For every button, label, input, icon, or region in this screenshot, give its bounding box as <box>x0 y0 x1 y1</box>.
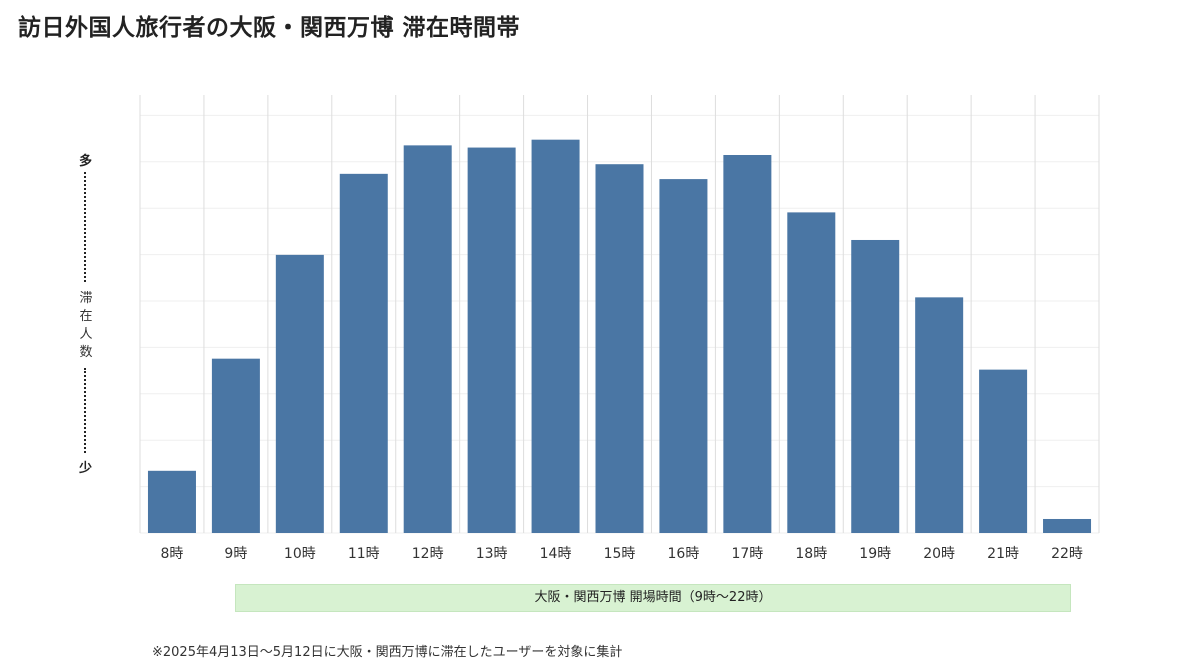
x-tick-label: 22時 <box>1051 546 1083 562</box>
bar-22時 <box>1043 518 1092 533</box>
x-tick-label: 19時 <box>859 546 892 562</box>
y-axis-dotted-line-upper <box>84 172 86 282</box>
x-tick-label: 10時 <box>283 546 316 562</box>
x-tick-label: 9時 <box>224 546 248 562</box>
bar-series <box>147 139 1092 534</box>
bar-18時 <box>787 212 836 533</box>
bar-21時 <box>979 369 1028 533</box>
bar-15時 <box>595 164 644 534</box>
bar-16時 <box>659 179 708 533</box>
y-axis-label-few: 少 <box>79 461 93 476</box>
x-tick-label: 13時 <box>475 546 508 562</box>
x-tick-label: 16時 <box>667 546 700 562</box>
y-axis-title: 滞在人数 <box>79 291 93 360</box>
x-tick-label: 21時 <box>987 546 1019 562</box>
chart-title: 訪日外国人旅行者の大阪・関西万博 滞在時間帯 <box>18 15 521 41</box>
x-tick-label: 14時 <box>539 546 572 562</box>
bar-12時 <box>403 145 452 533</box>
bar-9時 <box>211 358 260 533</box>
bar-11時 <box>339 173 388 533</box>
x-tick-label: 8時 <box>160 546 184 562</box>
open-hours-band: 大阪・関西万博 開場時間（9時〜22時） <box>235 584 1071 612</box>
x-tick-label: 17時 <box>731 546 764 562</box>
x-tick-label: 12時 <box>411 546 444 562</box>
vertical-gridlines <box>139 95 1100 533</box>
y-axis-label-many: 多 <box>79 154 93 169</box>
x-tick-label: 11時 <box>347 546 380 562</box>
bar-14時 <box>531 139 580 533</box>
footnote: ※2025年4月13日〜5月12日に大阪・関西万博に滞在したユーザーを対象に集計 <box>152 645 623 660</box>
x-tick-label: 18時 <box>795 546 828 562</box>
bar-20時 <box>915 297 964 533</box>
x-tick-label: 20時 <box>923 546 956 562</box>
bar-13時 <box>467 147 516 533</box>
x-tick-label: 15時 <box>603 546 636 562</box>
bar-17時 <box>723 155 772 534</box>
y-axis-dotted-line-lower <box>84 368 86 453</box>
bar-8時 <box>147 470 196 533</box>
bar-19時 <box>851 239 900 533</box>
bar-10時 <box>275 254 324 533</box>
